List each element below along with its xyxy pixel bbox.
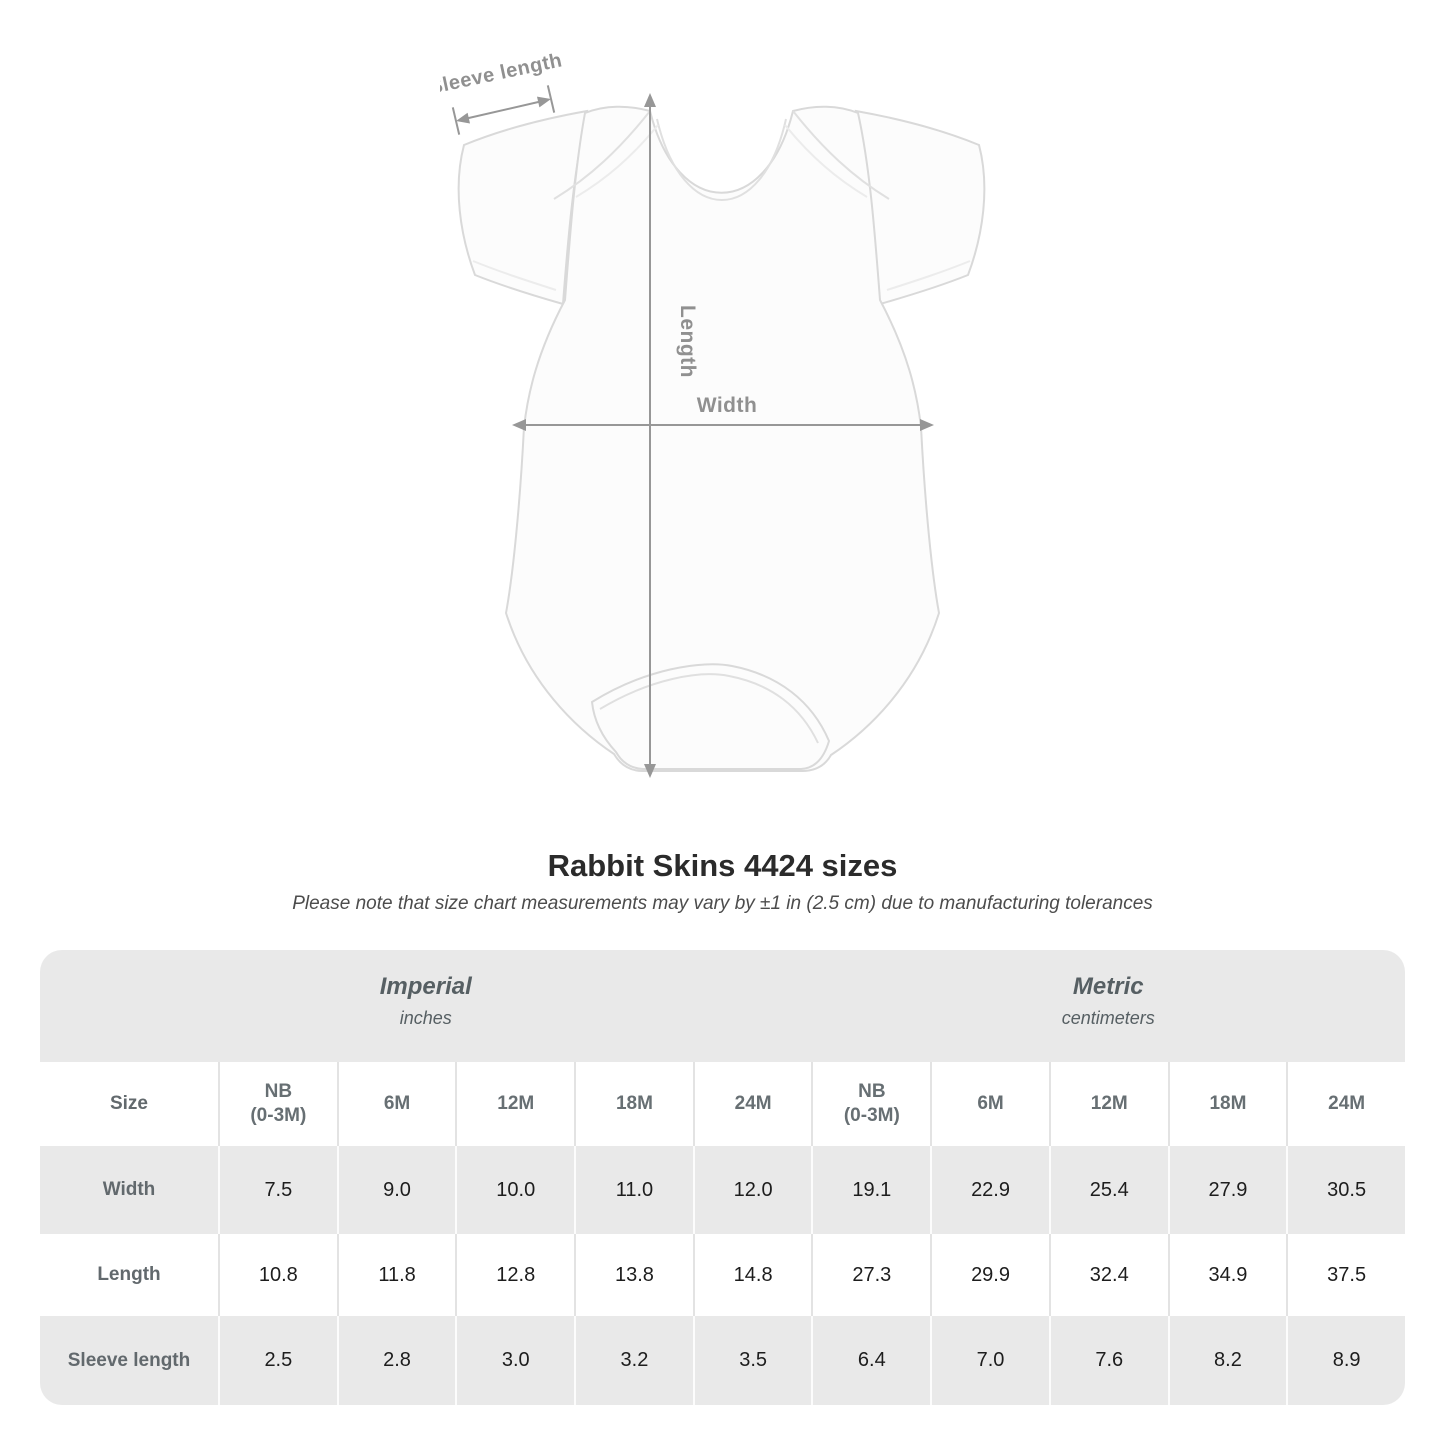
sleeve-arrow-head-left xyxy=(456,112,470,124)
table-cell: 11.8 xyxy=(336,1234,456,1316)
column-header-6m-imperial: 6M xyxy=(336,1062,456,1146)
size-table: Imperial inches Metric centimeters Size … xyxy=(40,950,1405,1405)
imperial-unit-header: Imperial inches xyxy=(40,950,812,1062)
left-lap-shoulder-line xyxy=(553,110,651,200)
right-lap-shoulder-line xyxy=(792,110,890,200)
length-arrow-head-top xyxy=(644,93,656,107)
table-cell: 11.0 xyxy=(574,1146,693,1234)
table-cell: 3.0 xyxy=(455,1316,575,1405)
table-cell: 7.6 xyxy=(1048,1316,1168,1405)
sleeve-length-label: Sleeve length xyxy=(440,50,564,99)
width-arrow-head-right xyxy=(920,419,934,431)
width-annotation: Width xyxy=(512,394,934,431)
table-cell: 10.8 xyxy=(218,1234,337,1316)
table-cell: 27.3 xyxy=(811,1234,931,1316)
column-header-24m-imperial: 24M xyxy=(692,1062,812,1146)
sleeve-arrow-tick-right xyxy=(546,85,556,113)
column-header-nb-metric: NB (0-3M) xyxy=(811,1062,931,1146)
column-header-12m-imperial: 12M xyxy=(455,1062,575,1146)
table-cell: 14.8 xyxy=(692,1234,812,1316)
imperial-sublabel: inches xyxy=(399,1008,452,1028)
table-cell: 12.0 xyxy=(692,1146,812,1234)
width-label: Width xyxy=(697,394,758,417)
table-cell: 22.9 xyxy=(930,1146,1049,1234)
bodysuit-illustration: Sleeve length Length Width xyxy=(427,49,986,778)
table-cell: 37.5 xyxy=(1286,1234,1405,1316)
table-cell: 13.8 xyxy=(574,1234,693,1316)
neckband-inner-line xyxy=(656,118,787,201)
table-cell: 32.4 xyxy=(1048,1234,1168,1316)
column-header-6m-metric: 6M xyxy=(930,1062,1049,1146)
row-label-sleeve-length: Sleeve length xyxy=(40,1316,218,1405)
length-annotation: Length xyxy=(644,93,699,778)
metric-sublabel: centimeters xyxy=(1061,1008,1155,1028)
table-cell: 10.0 xyxy=(455,1146,575,1234)
table-cell: 9.0 xyxy=(336,1146,456,1234)
table-cell: 29.9 xyxy=(930,1234,1049,1316)
table-cell: 2.5 xyxy=(218,1316,337,1405)
metric-label: Metric xyxy=(1072,973,1144,1000)
length-arrow-head-bottom xyxy=(644,764,656,778)
row-label-width: Width xyxy=(40,1146,218,1234)
table-cell: 12.8 xyxy=(455,1234,575,1316)
page-title: Rabbit Skins 4424 sizes xyxy=(547,848,898,883)
table-cell: 3.2 xyxy=(574,1316,693,1405)
table-cell: 30.5 xyxy=(1286,1146,1405,1234)
flap-binding-line xyxy=(599,673,819,744)
imperial-label: Imperial xyxy=(379,973,472,1000)
table-cell: 34.9 xyxy=(1167,1234,1287,1316)
length-label: Length xyxy=(676,305,699,378)
table-cell: 7.0 xyxy=(930,1316,1049,1405)
right-cuff-line xyxy=(886,260,971,291)
table-cell: 7.5 xyxy=(218,1146,337,1234)
column-header-18m-metric: 18M xyxy=(1167,1062,1287,1146)
table-cell: 27.9 xyxy=(1167,1146,1287,1234)
table-cell: 25.4 xyxy=(1048,1146,1168,1234)
table-cell: 8.9 xyxy=(1286,1316,1405,1405)
table-cell: 3.5 xyxy=(692,1316,812,1405)
sleeve-arrow-tick-left xyxy=(451,107,461,135)
bodysuit-left-sleeve xyxy=(457,109,589,306)
column-header-nb-imperial: NB (0-3M) xyxy=(218,1062,337,1146)
sleeve-arrow-head-right xyxy=(537,96,551,108)
sleeve-length-arrow xyxy=(459,99,548,121)
tolerance-note: Please note that size chart measurements… xyxy=(292,893,1153,914)
metric-unit-header: Metric centimeters xyxy=(811,950,1405,1062)
column-header-24m-metric: 24M xyxy=(1286,1062,1405,1146)
table-cell: 6.4 xyxy=(811,1316,931,1405)
table-cell: 8.2 xyxy=(1167,1316,1287,1405)
bodysuit-figure: Sleeve length Length Width xyxy=(427,49,1000,800)
size-column-header: Size xyxy=(40,1062,218,1146)
width-arrow-head-left xyxy=(512,419,526,431)
column-header-12m-metric: 12M xyxy=(1048,1062,1168,1146)
row-label-length: Length xyxy=(40,1234,218,1316)
left-cuff-line xyxy=(472,260,557,291)
table-cell: 19.1 xyxy=(811,1146,931,1234)
right-lap-fold-line xyxy=(784,124,868,198)
column-header-18m-imperial: 18M xyxy=(574,1062,693,1146)
table-cell: 2.8 xyxy=(336,1316,456,1405)
